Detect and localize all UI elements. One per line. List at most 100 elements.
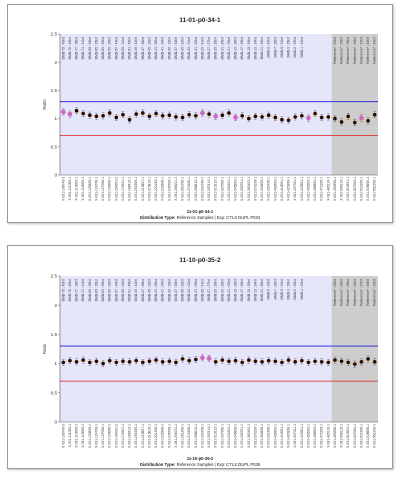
chart-1-probe-label: Reference* : 40Int (366, 37, 370, 64)
chart-1-data-point (74, 108, 79, 113)
chart-2-probe-label: DMD-47 : 36Int (141, 279, 145, 301)
chart-2-data-point (167, 359, 172, 364)
chart-2-probe-label: Reference* : 23Int (333, 279, 337, 306)
chart-1-probe-label: DMD-29 : 41Int (200, 37, 204, 59)
chart-1-probe-label: DMD-27 : 27Int (207, 37, 211, 59)
chart-1-x-tick-label: X-031-232908-1 (161, 177, 165, 201)
chart-panel-2: 11-10-p0-35-2 0 0.5 1 1.5 2 2.5 Ratio DMD-79 : 4… (7, 245, 393, 469)
chart-2-data-point (240, 360, 244, 365)
chart-2-y-tick-label: 1 (54, 361, 57, 366)
chart-2-data-point (61, 360, 66, 365)
chart-2-probe-label: DMD-45 : 33Int (147, 279, 151, 301)
chart-1-x-tick-label: X-031-345900-1 (234, 177, 238, 201)
chart-1-probe-label: DMD-2 : 32Int (293, 37, 297, 58)
chart-1-probe-label: DMD-69 : 39Int (88, 37, 92, 59)
chart-2-x-tick-label: X-031-552109-1 (373, 424, 377, 448)
chart-2-x-tick-label: X-031-527004-1 (353, 424, 357, 448)
chart-2-x-tick-label: X-031-232908-1 (161, 424, 165, 448)
chart-2-data-point (134, 358, 138, 363)
chart-1-data-point (107, 111, 112, 115)
chart-2-probe-label: DMD-31 : 25Int (194, 279, 198, 301)
chart-1-data-point (88, 113, 92, 118)
chart-2-probe-label: DMD-63 : 30Int (101, 279, 105, 301)
chart-2-y-tick-label: 0.5 (51, 390, 58, 395)
chart-1-x-tick-label: X-031-527004-1 (353, 177, 357, 201)
chart-1-data-point (147, 114, 152, 119)
chart-1-data-point (372, 112, 377, 117)
chart-2-data-point (174, 360, 178, 365)
chart-2-title: 11-10-p0-35-2 (179, 257, 221, 264)
chart-1-y-tick-label: 2 (54, 60, 57, 65)
chart-2-x-tick-label: X-031-420306-1 (287, 424, 291, 448)
chart-2-x-tick-label: X-031-120805-1 (88, 424, 92, 448)
chart-1-data-point (67, 111, 73, 117)
chart-2-data-point (227, 359, 231, 364)
chart-2-caption-label: Distribution Type: (140, 462, 176, 467)
chart-1-x-tick-label: X-031-274406-1 (187, 177, 191, 201)
chart-1-data-point (240, 113, 244, 118)
chart-1-data-point (167, 113, 172, 118)
chart-2-x-tick-label: X-031-286812-1 (194, 424, 198, 448)
chart-2-data-point (101, 361, 105, 366)
chart-1-probe-label: DMD-77 : 38Int (75, 37, 79, 59)
chart-1-x-tick-label: X-031-118005-1 (81, 177, 85, 201)
chart-1-data-point (134, 112, 138, 116)
chart-1-data-point (313, 111, 317, 116)
chart-1-x-tick-label: X-031-466803-1 (313, 177, 317, 201)
chart-1-x-tick-label: X-031-420306-1 (287, 177, 291, 201)
chart-2-data-point (200, 355, 205, 361)
chart-2-y-axis-label: Ratio (42, 343, 47, 354)
chart-1-x-tick-label: X-031-508110-1 (340, 177, 344, 201)
chart-1-x-tick-label: X-031-391406-1 (267, 177, 271, 201)
chart-1-x-tick-label: X-031-485116-1 (326, 177, 330, 201)
chart-2-probe-label: Reference* : 39Int (346, 279, 350, 306)
chart-2-data-point (319, 360, 324, 364)
chart-2-x-tick-label: X-031-402603-1 (273, 424, 277, 448)
chart-2-data-point (74, 360, 79, 364)
chart-1: 11-01-p0-34-1 0 0.5 1 1.5 2 2.5 Ratio DMD-79 : 4… (42, 17, 378, 220)
chart-1-probe-label: DMD-41 : 24Int (161, 37, 165, 59)
chart-1-probe-label: DMD-57 : 44Int (114, 37, 118, 59)
chart-2-data-point (194, 357, 198, 362)
chart-1-x-tick-label: X-031-545606-1 (366, 177, 370, 201)
chart-1-data-point (280, 117, 284, 122)
chart-1-x-tick-label: X-031-531900-1 (359, 177, 363, 201)
chart-2-probe-label: DMD-23 : 25Int (220, 279, 224, 301)
chart-1-data-point (300, 113, 304, 118)
chart-panel-1: 11-01-p0-34-1 0 0.5 1 1.5 2 2.5 Ratio DMD-79 : 4… (7, 4, 393, 223)
chart-1-x-tick-label: X-031-490306-1 (333, 177, 337, 201)
chart-1-data-point (233, 115, 238, 120)
chart-2-probe-label: Reference* : 37Int (359, 279, 363, 306)
chart-1-probe-label: DMD-3 : 29Int (287, 37, 291, 58)
chart-2-x-tick-label: X-031-327006-1 (220, 424, 224, 448)
chart-2-x-tick-label: X-031-178401-1 (121, 424, 125, 448)
chart-1-x-tick-label: X-031-471905-1 (320, 177, 324, 201)
chart-1-data-point (61, 109, 66, 115)
chart-1-probe-label: DMD-37 : 30Int (174, 37, 178, 59)
chart-1-data-point (353, 120, 357, 125)
chart-2-data-point (88, 360, 92, 365)
chart-2-caption: Distribution Type: Reference Samples | E… (140, 462, 261, 467)
chart-2-x-tick-label: X-031-293708-1 (200, 424, 204, 448)
chart-2-x-tick-label: X-031-512601-1 (346, 424, 350, 448)
chart-1-data-point (81, 111, 85, 116)
chart-2-data-point (326, 360, 331, 365)
chart-1-x-tick-label: X-031-402603-1 (273, 177, 277, 201)
chart-1-data-point (174, 115, 178, 119)
chart-1-x-tick-label: X-031-443501-1 (300, 177, 304, 201)
chart-2-x-tick-label: X-031-443501-1 (300, 424, 304, 448)
chart-2-probe-label: DMD-13 : 24Int (253, 279, 257, 301)
chart-1-probe-label: Reference* : 23Int (333, 37, 337, 64)
chart-1-x-tick-label: X-031-210607-1 (141, 177, 145, 201)
chart-1-data-point (213, 114, 218, 119)
chart-1-x-tick-label: X-031-164001-2 (114, 177, 118, 201)
chart-2-x-tick-label: X-031-508110-1 (340, 424, 344, 448)
chart-2-probe-label: DMD-39 : 22Int (167, 279, 171, 301)
chart-2-x-tick-label: X-031-531900-1 (359, 424, 363, 448)
chart-1-x-tick-label: X-031-512601-1 (346, 177, 350, 201)
chart-2-x-tick-label: X-031-310212-1 (214, 424, 218, 448)
chart-1-data-point (207, 112, 211, 116)
chart-2-x-tick-label: X-031-307814-1 (207, 424, 211, 448)
chart-1-x-tick-label: X-031-127006-1 (101, 177, 105, 201)
chart-2-probe-label: Reference* : 33Int (340, 279, 344, 306)
